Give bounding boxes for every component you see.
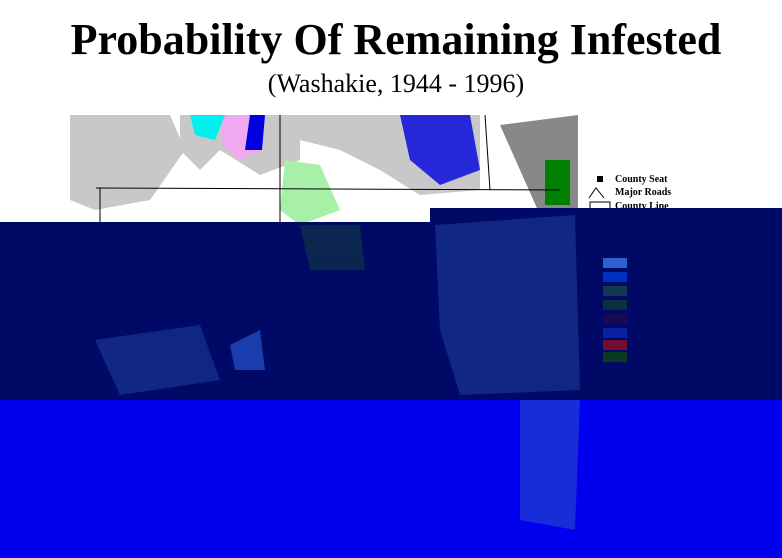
legend-label: Major Roads [615, 187, 671, 198]
blue-band [0, 400, 782, 558]
swatch [603, 286, 627, 296]
region [230, 330, 265, 370]
legend: County Seat Major Roads County Line [588, 174, 671, 212]
swatch [603, 340, 627, 350]
subtitle: (Washakie, 1944 - 1996) [268, 69, 524, 98]
swatch [603, 352, 627, 362]
region [545, 160, 570, 205]
region [520, 400, 580, 530]
title: Probability Of Remaining Infested [71, 15, 722, 64]
swatch [603, 300, 627, 310]
road [95, 187, 561, 191]
region [190, 115, 225, 140]
region [245, 115, 265, 150]
swatch [603, 328, 627, 338]
swatch [603, 258, 627, 268]
legend-symbol [597, 176, 603, 182]
region [70, 115, 185, 210]
county-line [99, 114, 491, 225]
map [70, 114, 578, 225]
band-shapes [95, 215, 580, 530]
swatch [603, 314, 627, 324]
region [400, 115, 480, 185]
legend-symbol [588, 187, 605, 199]
region [300, 225, 365, 270]
legend-label: County Line [615, 201, 669, 212]
region [95, 325, 220, 395]
legend-swatches [603, 258, 627, 362]
swatch [603, 272, 627, 282]
legend-label: County Seat [615, 174, 668, 185]
region [280, 160, 340, 225]
region [435, 215, 580, 395]
